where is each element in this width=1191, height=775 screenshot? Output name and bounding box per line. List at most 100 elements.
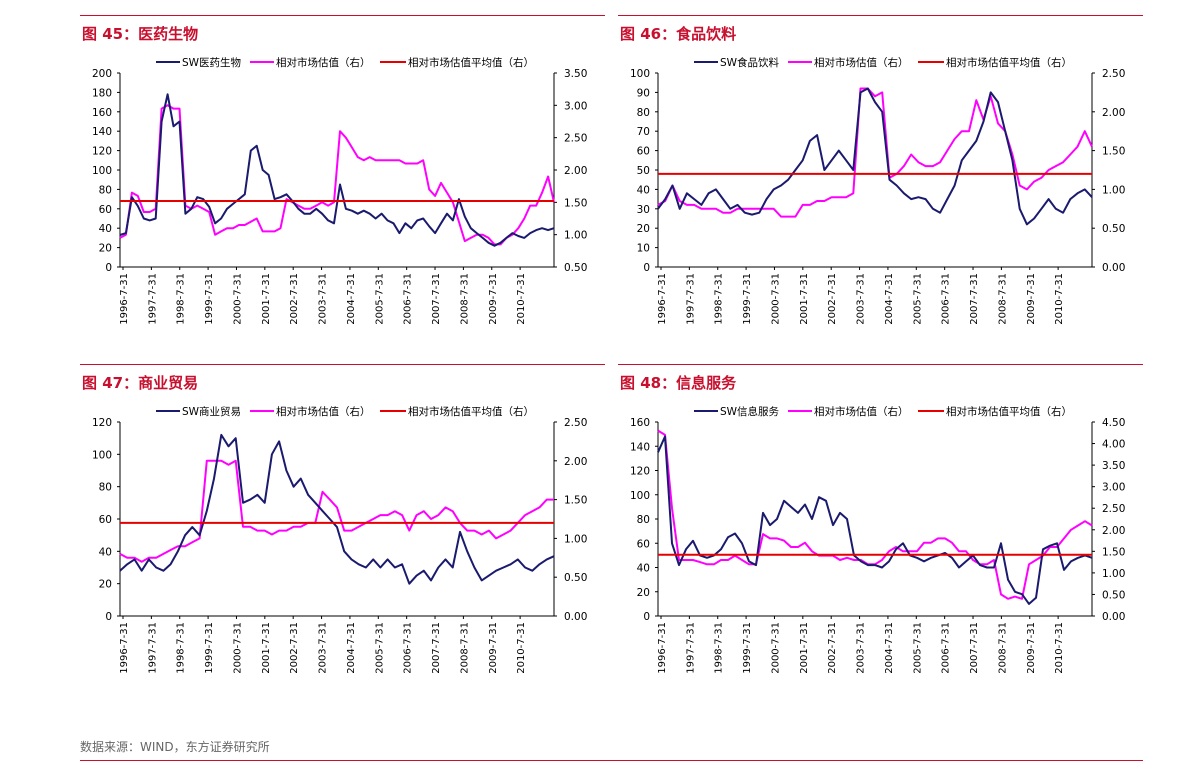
line-chart: 0 20 40 60 80 100 120 140 160 0.00 0.50 1.00 1.50 2.0… [630, 405, 1125, 674]
x-tick-label: 2006-7-31 [403, 622, 414, 674]
y-right-tick-label: 1.00 [564, 230, 587, 242]
relative-valuation-line [657, 429, 1093, 600]
x-tick-label: 2004-7-31 [884, 622, 895, 674]
y-right-tick-label: 0.50 [564, 262, 587, 274]
x-tick-label: 2005-7-31 [912, 273, 923, 325]
x-tick-label: 1996-7-31 [657, 622, 668, 674]
y-left-tick-label: 100 [630, 68, 650, 80]
y-left-tick-label: 100 [630, 490, 650, 502]
chart-title: 图 48：信息服务 [620, 374, 737, 392]
y-right-tick-label: 3.50 [1102, 460, 1125, 472]
x-tick-label: 2010-7-31 [1054, 622, 1065, 674]
x-tick-label: 1996-7-31 [119, 273, 130, 325]
chart-title: 图 46：食品饮料 [620, 25, 737, 43]
y-left-tick-label: 120 [92, 417, 112, 429]
x-tick-label: 2010-7-31 [1054, 273, 1065, 325]
x-tick-label: 1998-7-31 [176, 622, 187, 674]
y-right-tick-label: 2.00 [1102, 525, 1125, 537]
x-tick-label: 2005-7-31 [374, 622, 385, 674]
x-tick-label: 2001-7-31 [799, 622, 810, 674]
section-rule [618, 15, 1143, 16]
y-right-tick-label: 4.50 [1102, 417, 1125, 429]
x-tick-label: 2005-7-31 [912, 622, 923, 674]
y-left-tick-label: 80 [637, 107, 650, 119]
y-right-tick-label: 1.50 [564, 197, 587, 209]
x-tick-label: 2008-7-31 [459, 273, 470, 325]
chart-panel-46: 图 46：食品饮料 0 10 20 30 40 50 60 70 80 90 100 0.00 0.50… [618, 15, 1143, 345]
y-right-tick-label: 0.50 [564, 572, 587, 584]
y-right-tick-label: 0.00 [1102, 262, 1125, 274]
x-tick-label: 1997-7-31 [147, 273, 158, 325]
x-tick-label: 1999-7-31 [742, 273, 753, 325]
index-line [657, 435, 1093, 605]
x-tick-label: 2008-7-31 [459, 622, 470, 674]
y-left-tick-label: 80 [99, 184, 112, 196]
y-right-tick-label: 1.50 [564, 495, 587, 507]
x-tick-label: 2001-7-31 [799, 273, 810, 325]
chart-title: 图 45：医药生物 [82, 25, 199, 43]
index-line [119, 433, 555, 585]
x-tick-label: 2010-7-31 [516, 622, 527, 674]
y-right-tick-label: 1.50 [1102, 546, 1125, 558]
legend-label: 相对市场估值（右） [814, 56, 909, 69]
legend-label: 相对市场估值平均值（右） [946, 405, 1072, 418]
x-tick-label: 2003-7-31 [856, 622, 867, 674]
legend-label: 相对市场估值平均值（右） [946, 56, 1072, 69]
y-left-tick-label: 180 [92, 87, 112, 99]
chart-title: 图 47：商业贸易 [82, 374, 199, 392]
y-left-tick-label: 60 [99, 204, 112, 216]
x-tick-label: 2009-7-31 [488, 622, 499, 674]
y-right-tick-label: 1.50 [1102, 146, 1125, 158]
y-right-tick-label: 2.00 [1102, 107, 1125, 119]
x-tick-label: 2009-7-31 [488, 273, 499, 325]
y-left-tick-label: 80 [637, 514, 650, 526]
relative-valuation-line [657, 87, 1093, 218]
x-tick-label: 2009-7-31 [1026, 622, 1037, 674]
source-note: 数据来源：WIND，东方证券研究所 [80, 740, 270, 754]
y-left-tick-label: 0 [105, 611, 112, 623]
legend-label: 相对市场估值平均值（右） [408, 405, 534, 418]
y-right-tick-label: 0.50 [1102, 589, 1125, 601]
y-right-tick-label: 0.00 [564, 611, 587, 623]
y-left-tick-label: 20 [637, 223, 650, 235]
legend-label: 相对市场估值平均值（右） [408, 56, 534, 69]
y-right-tick-label: 2.50 [564, 133, 587, 145]
y-right-tick-label: 2.50 [1102, 68, 1125, 80]
y-left-tick-label: 100 [92, 165, 112, 177]
section-rule [80, 15, 605, 16]
y-left-tick-label: 40 [99, 546, 112, 558]
y-left-tick-label: 100 [92, 449, 112, 461]
x-tick-label: 1996-7-31 [657, 273, 668, 325]
x-tick-label: 2005-7-31 [374, 273, 385, 325]
x-tick-label: 2007-7-31 [431, 273, 442, 325]
line-chart: 0 10 20 30 40 50 60 70 80 90 100 0.00 0.50 1.00 1.50 2.… [630, 56, 1125, 325]
x-tick-label: 1999-7-31 [742, 622, 753, 674]
chart-panel-48: 图 48：信息服务 0 20 40 60 80 100 120 140 160 0.00 0.50 1… [618, 364, 1143, 694]
y-left-tick-label: 140 [630, 441, 650, 453]
chart-panel-45: 图 45：医药生物 0 20 40 60 80 100 120 140 160 180 200 0.5… [80, 15, 605, 345]
x-tick-label: 2000-7-31 [232, 622, 243, 674]
x-tick-label: 2002-7-31 [289, 273, 300, 325]
x-tick-label: 2003-7-31 [318, 622, 329, 674]
x-tick-label: 2002-7-31 [827, 622, 838, 674]
y-left-tick-label: 80 [99, 482, 112, 494]
y-left-tick-label: 40 [637, 563, 650, 575]
x-tick-label: 2007-7-31 [431, 622, 442, 674]
y-left-tick-label: 20 [99, 243, 112, 255]
y-left-tick-label: 160 [92, 107, 112, 119]
x-tick-label: 1998-7-31 [714, 273, 725, 325]
x-tick-label: 2010-7-31 [516, 273, 527, 325]
x-tick-label: 2006-7-31 [941, 622, 952, 674]
x-tick-label: 2000-7-31 [770, 273, 781, 325]
x-tick-label: 2006-7-31 [941, 273, 952, 325]
y-right-tick-label: 2.00 [564, 456, 587, 468]
legend-label: 相对市场估值（右） [814, 405, 909, 418]
y-left-tick-label: 20 [99, 579, 112, 591]
y-left-tick-label: 60 [637, 146, 650, 158]
x-tick-label: 2002-7-31 [289, 622, 300, 674]
x-tick-label: 2001-7-31 [261, 273, 272, 325]
y-left-tick-label: 160 [630, 417, 650, 429]
chart-panel-47: 图 47：商业贸易 0 20 40 60 80 100 120 0.00 0.50 1.00 1.5… [80, 364, 605, 694]
y-left-tick-label: 140 [92, 126, 112, 138]
bottom-rule [80, 760, 1143, 761]
